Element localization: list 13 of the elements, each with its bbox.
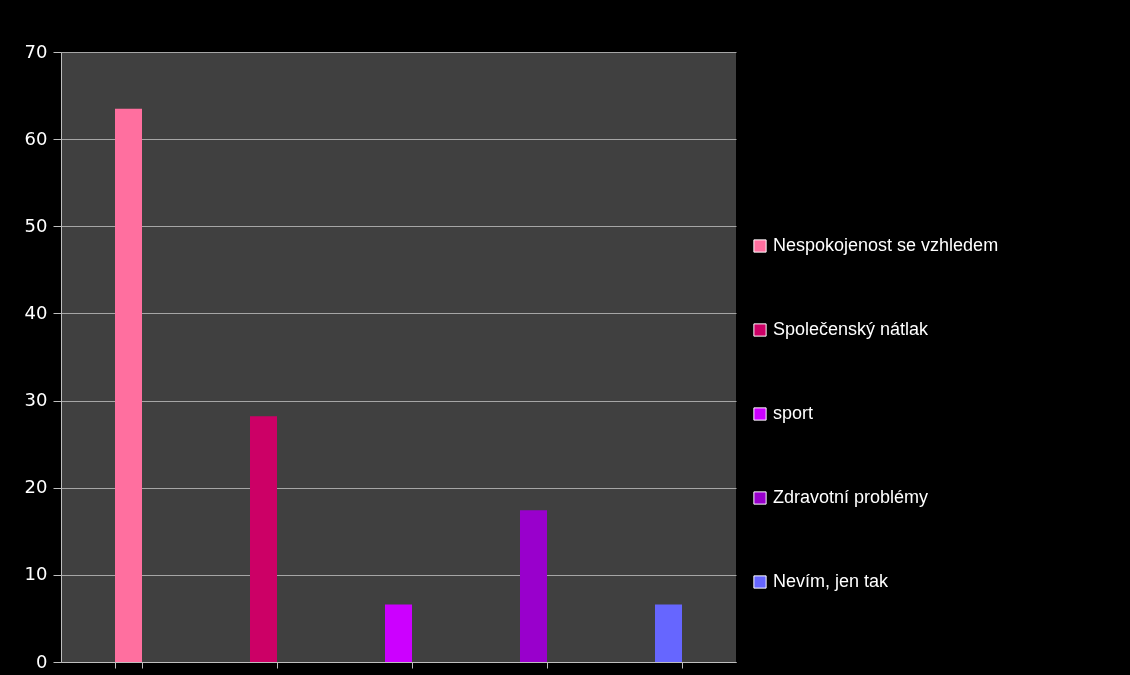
y-tick-label: 50: [24, 214, 48, 236]
legend-label: Nespokojenost se vzhledem: [773, 235, 999, 255]
legend-label: Zdravotní problémy: [773, 487, 929, 507]
y-tick-label: 70: [24, 40, 48, 62]
legend-label: Společenský nátlak: [773, 319, 930, 339]
y-tick-label: 20: [24, 476, 48, 498]
y-tick-label: 10: [24, 563, 48, 585]
y-tick-label: 30: [24, 389, 48, 411]
legend-label: Nevím, jen tak: [773, 571, 890, 591]
y-tick-label: 0: [36, 650, 48, 672]
y-tick-label: 40: [24, 301, 48, 323]
legend-label: sport: [773, 403, 814, 423]
y-tick-label: 60: [24, 127, 48, 149]
